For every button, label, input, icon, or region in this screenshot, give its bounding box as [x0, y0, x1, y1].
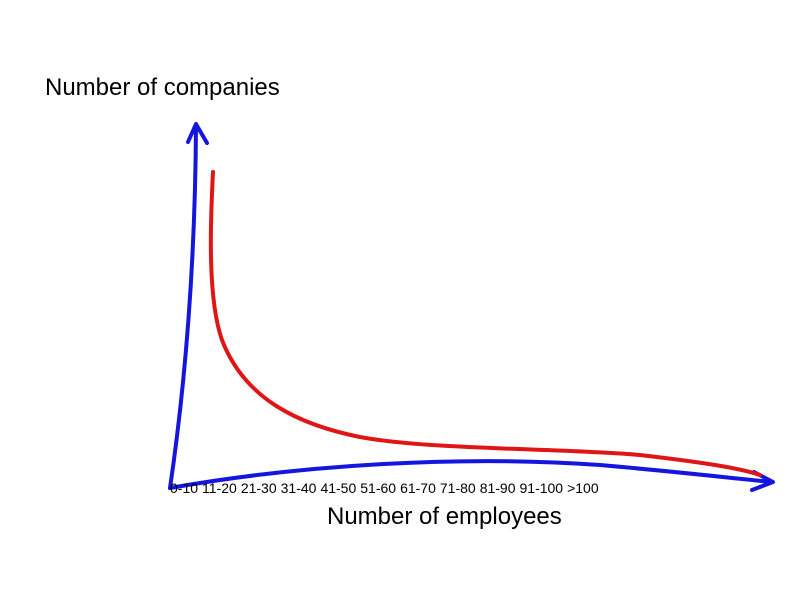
category-label: 11-20: [202, 480, 237, 496]
category-label: 91-100: [519, 480, 564, 496]
x-axis-label: Number of employees: [327, 503, 562, 530]
category-labels: 0-10 11-20 21-30 31-40 41-50 51-60 61-70 71-80 8…: [170, 481, 603, 495]
category-label: 21-30: [240, 480, 277, 496]
y-axis-arrow: [186, 122, 209, 145]
category-label: 31-40: [280, 480, 317, 496]
y-axis-label: Number of companies: [45, 74, 280, 101]
category-label: 81-90: [479, 480, 516, 496]
category-label: >100: [567, 480, 599, 496]
category-label: 71-80: [439, 480, 476, 496]
y-axis: [168, 123, 198, 490]
distribution-curve: [208, 170, 762, 477]
x-axis: [168, 459, 774, 490]
category-label: 51-60: [360, 480, 397, 496]
category-label: 0-10: [170, 480, 199, 496]
category-label: 61-70: [400, 480, 436, 496]
category-label: 41-50: [320, 480, 357, 496]
